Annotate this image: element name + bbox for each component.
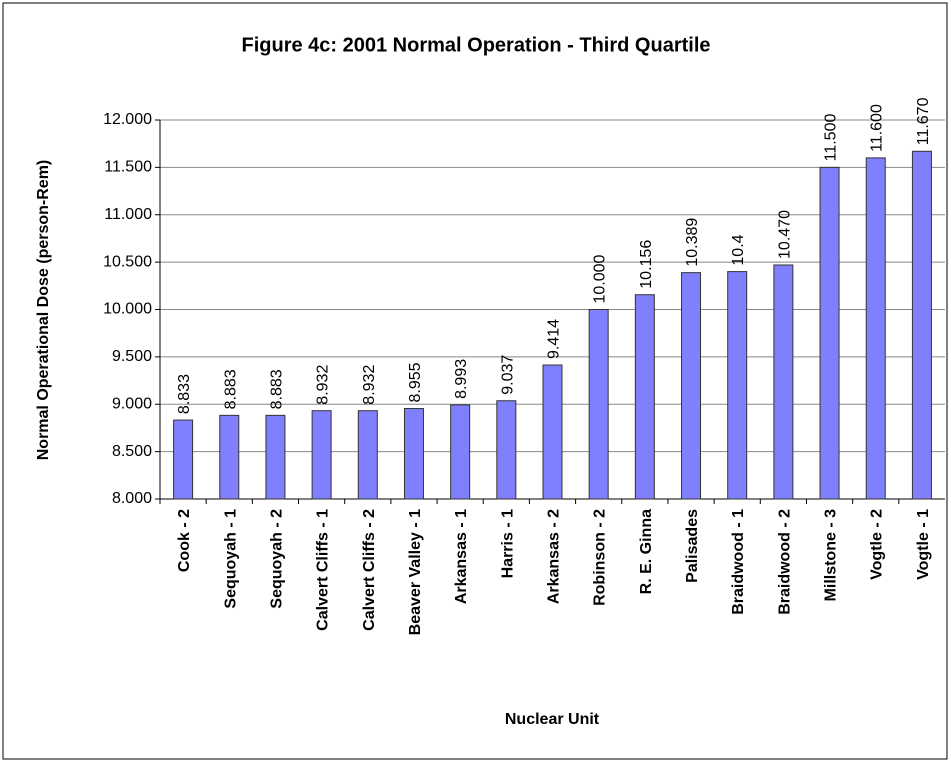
- bar: [450, 404, 471, 500]
- bar: [542, 364, 563, 500]
- x-axis-title: Nuclear Unit: [505, 711, 600, 728]
- x-tick-label: Calvert Cliffs - 1: [315, 509, 332, 631]
- data-label: 8.932: [315, 365, 332, 405]
- chart-title: Figure 4c: 2001 Normal Operation - Third…: [242, 34, 711, 56]
- y-tick-label: 11.500: [104, 159, 152, 176]
- x-tick-label: Arkansas - 2: [546, 509, 563, 604]
- x-tick-label: Braidwood - 2: [776, 509, 793, 615]
- y-tick-label: 9.000: [112, 395, 152, 412]
- data-label: 11.670: [915, 97, 932, 145]
- x-tick-label: Harris - 1: [499, 509, 516, 578]
- bar: [911, 150, 932, 500]
- data-label: 9.037: [499, 355, 516, 395]
- y-tick-label: 9.500: [112, 348, 152, 365]
- y-tick-label: 8.500: [112, 443, 152, 460]
- bar: [265, 414, 286, 500]
- x-tick-label: Cook - 2: [176, 509, 193, 572]
- data-label: 8.932: [361, 365, 378, 405]
- y-tick-label: 10.500: [103, 253, 152, 270]
- bar: [311, 410, 332, 500]
- bar: [865, 157, 886, 500]
- x-tick-label: Robinson - 2: [592, 509, 609, 606]
- y-tick-label: 12.000: [103, 111, 152, 128]
- x-tick-label: Sequoyah - 2: [268, 509, 285, 609]
- bar: [634, 294, 655, 500]
- bar: [403, 408, 424, 500]
- data-label: 8.993: [453, 359, 470, 399]
- data-label: 10.000: [592, 254, 609, 303]
- bar: [357, 410, 378, 500]
- bar: [681, 272, 702, 500]
- x-tick-label: Vogtle - 1: [915, 509, 932, 580]
- data-label: 9.414: [546, 319, 563, 359]
- bar: [819, 166, 840, 500]
- x-tick-label: R. E. Ginna: [638, 509, 655, 594]
- data-label: 8.833: [176, 374, 193, 414]
- data-label: 8.955: [407, 362, 424, 402]
- bar: [496, 400, 517, 500]
- data-label: 10.389: [684, 218, 701, 267]
- x-tick-label: Beaver Valley - 1: [407, 509, 424, 635]
- data-label: 8.883: [268, 369, 285, 409]
- y-tick-label: 10.000: [103, 301, 152, 318]
- data-label: 8.883: [222, 369, 239, 409]
- y-tick-label: 11.000: [104, 206, 152, 223]
- x-tick-label: Arkansas - 1: [453, 509, 470, 604]
- data-label: 11.500: [823, 114, 840, 162]
- bar: [588, 309, 609, 500]
- data-label: 11.600: [869, 104, 886, 152]
- bar: [727, 271, 748, 500]
- y-tick-label: 8.000: [112, 490, 152, 507]
- x-tick-label: Palisades: [684, 509, 701, 583]
- y-axis-title: Normal Operational Dose (person-Rem): [35, 160, 52, 461]
- x-tick-label: Millstone - 3: [823, 509, 840, 602]
- data-label: 10.470: [776, 210, 793, 259]
- x-tick-label: Braidwood - 1: [730, 509, 747, 615]
- bar: [173, 419, 194, 500]
- x-tick-label: Sequoyah - 1: [222, 509, 239, 609]
- bar: [773, 264, 794, 500]
- data-label: 10.156: [638, 240, 655, 289]
- data-label: 10.4: [730, 234, 747, 265]
- x-tick-label: Vogtle - 2: [869, 509, 886, 580]
- x-tick-label: Calvert Cliffs - 2: [361, 509, 378, 631]
- bar: [219, 414, 240, 500]
